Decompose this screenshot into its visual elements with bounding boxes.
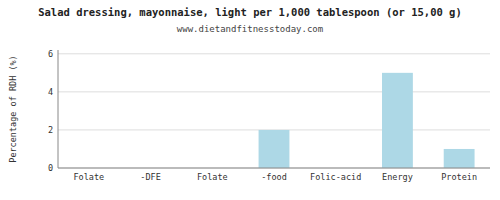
title: Salad dressing, mayonnaise, light per 1,… [38, 6, 462, 18]
chart-svg: Salad dressing, mayonnaise, light per 1,… [0, 0, 500, 200]
bar [382, 73, 413, 168]
x-axis-line [58, 168, 490, 169]
y-axis-line [58, 50, 59, 168]
y-tick-label: 6 [48, 49, 53, 59]
grid-line [58, 53, 490, 54]
bars [259, 73, 475, 168]
y-tick-label: 4 [48, 87, 53, 97]
y-axis-label: Percentage of RDH (%) [8, 55, 18, 162]
subtitle: www.dietandfitnesstoday.com [177, 24, 323, 34]
x-tick-label: Folate [73, 172, 104, 182]
x-tick-label: Folate [197, 172, 228, 182]
y-tick-label: 0 [48, 163, 53, 173]
grid-line [58, 168, 490, 169]
x-tick-label: Folic-acid [310, 172, 361, 182]
y-tick-label: 2 [48, 125, 53, 135]
grid-line [58, 91, 490, 92]
grid [58, 54, 490, 168]
x-tick-label: Protein [441, 172, 477, 182]
x-tick-label: Energy [382, 172, 413, 182]
bar [259, 130, 290, 168]
bar [444, 149, 475, 168]
chart-container: Salad dressing, mayonnaise, light per 1,… [0, 0, 500, 200]
x-tick-label: -food [261, 172, 287, 182]
x-tick-label: -DFE [140, 172, 160, 182]
